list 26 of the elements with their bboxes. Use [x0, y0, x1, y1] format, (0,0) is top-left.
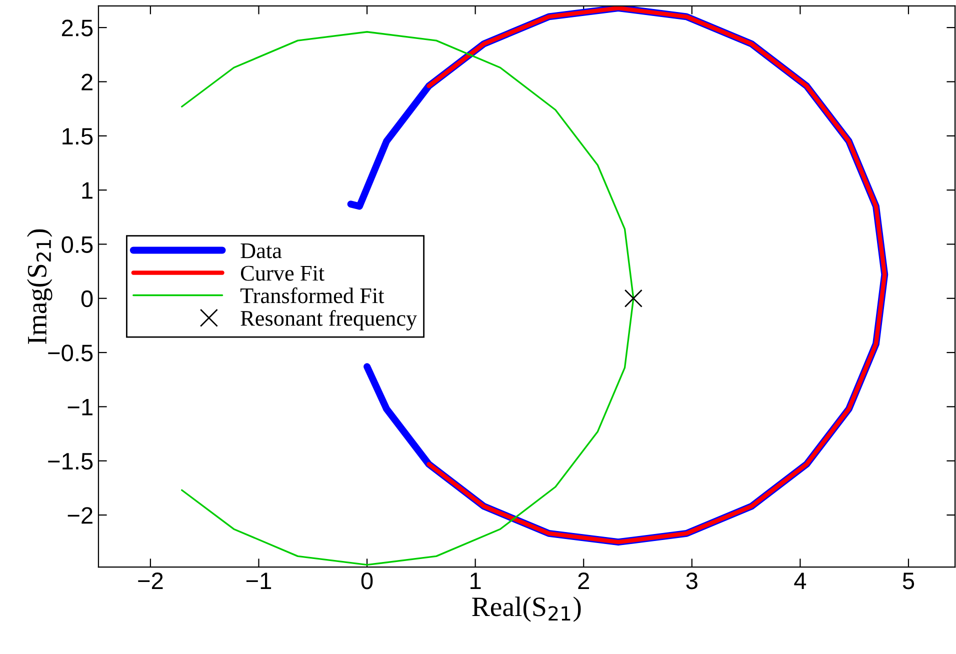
line-series [426, 6, 887, 544]
x-tick-label: −2 [138, 572, 163, 589]
line-series [181, 31, 634, 566]
legend-label: Curve Fit [240, 266, 324, 281]
x-tick-label: 4 [794, 572, 806, 589]
x-tick-label: −1 [246, 572, 272, 589]
x-tick-label: 0 [361, 572, 373, 590]
legend-label: Data [240, 243, 282, 258]
legend-label: Resonant frequency [240, 310, 418, 330]
x-tick-label: 3 [686, 572, 698, 590]
y-tick-label: 1.5 [62, 128, 93, 145]
y-axis-title: Imag(S$_{21}$) [26, 229, 52, 344]
y-tick-label: −2 [68, 507, 92, 524]
y-tick-label: −1.5 [48, 453, 93, 470]
x-tick-label: 2 [578, 572, 589, 589]
legend-label: Transformed Fit [240, 287, 384, 304]
x-tick-label: 5 [902, 572, 914, 590]
x-axis-title: Real(S$_{21}$) [472, 596, 581, 622]
y-tick-label: 0.5 [62, 236, 93, 253]
y-tick-label: 2.5 [62, 20, 93, 36]
y-tick-label: −1 [68, 399, 92, 416]
y-tick-label: 2 [82, 74, 92, 90]
y-tick-label: −0.5 [48, 344, 93, 362]
x-tick-label: 1 [470, 572, 481, 589]
y-tick-label: 1 [82, 182, 92, 199]
y-tick-label: 0 [81, 290, 93, 308]
